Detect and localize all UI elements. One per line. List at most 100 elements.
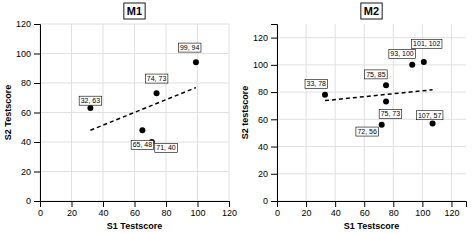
annotation: 72, 56 xyxy=(356,127,379,136)
annotation-box xyxy=(389,49,415,58)
tick-label: 0 xyxy=(263,196,268,206)
point xyxy=(87,105,93,111)
annotation: 74, 73 xyxy=(145,74,168,83)
tick-mark xyxy=(271,92,277,93)
tick-mark xyxy=(271,65,277,66)
axis-line xyxy=(34,25,41,202)
annotation: 32, 63 xyxy=(79,96,102,105)
grid-line xyxy=(306,24,307,201)
tick-mark xyxy=(34,83,40,84)
point xyxy=(421,59,427,65)
tick-label: 20 xyxy=(21,167,31,177)
tick-mark xyxy=(306,201,307,207)
tick-label: 80 xyxy=(389,208,399,218)
tick-label: 100 xyxy=(190,208,205,218)
tick-label: 0 xyxy=(26,196,31,206)
tick-mark xyxy=(198,201,199,207)
point xyxy=(139,127,145,133)
grid-line xyxy=(40,171,229,172)
title-box: M1 xyxy=(124,3,145,19)
tick-mark xyxy=(451,201,452,207)
annotation-text: 71, 40 xyxy=(156,144,176,151)
tick-label: 80 xyxy=(161,208,171,218)
tick-mark xyxy=(34,54,40,55)
tick: 60 xyxy=(360,201,370,218)
x-axis: 020406080100120 xyxy=(38,201,237,218)
annotation-text: 75, 73 xyxy=(381,110,401,117)
grid-line xyxy=(277,92,466,93)
tick-mark xyxy=(271,174,277,175)
annotation-box xyxy=(379,109,402,118)
y-axis: 020406080100120 xyxy=(253,25,278,207)
tick: 120 xyxy=(444,201,459,218)
annotation: 71, 40 xyxy=(155,143,178,152)
annotation-box xyxy=(178,43,201,52)
point xyxy=(383,82,389,88)
annotation-text: 93, 100 xyxy=(390,50,413,57)
chart: 020406080100120020406080100120S1 Testsco… xyxy=(0,0,474,233)
tick-mark xyxy=(271,38,277,39)
y-axis-title: S2 testscore xyxy=(240,86,250,140)
tick: 0 xyxy=(275,201,280,218)
y-axis-title: S2 Testscore xyxy=(3,85,13,140)
annotation-text: 99, 94 xyxy=(180,44,200,51)
grid-line xyxy=(40,24,229,25)
tick-mark xyxy=(34,172,40,173)
tick: 100 xyxy=(415,201,430,218)
tick-label: 40 xyxy=(331,208,341,218)
axis-line xyxy=(41,202,230,208)
tick: 0 xyxy=(263,196,277,206)
annotation-box xyxy=(416,111,442,120)
tick-mark xyxy=(364,201,365,207)
point xyxy=(193,59,199,65)
tick: 80 xyxy=(389,201,399,218)
tick: 40 xyxy=(98,201,108,218)
tick: 100 xyxy=(253,60,277,70)
panel: 020406080100120020406080100120S1 Testsco… xyxy=(3,3,237,231)
annotation-box xyxy=(305,79,328,88)
tick-mark xyxy=(422,201,423,207)
trend-line xyxy=(90,88,196,131)
tick-label: 60 xyxy=(258,115,268,125)
point xyxy=(409,62,415,68)
tick: 40 xyxy=(258,142,277,152)
tick: 20 xyxy=(67,201,77,218)
tick: 80 xyxy=(161,201,171,218)
grid-line xyxy=(277,146,466,147)
tick: 20 xyxy=(258,169,277,179)
grid xyxy=(277,24,466,201)
tick-mark xyxy=(135,201,136,207)
grid-line xyxy=(40,83,229,84)
tick-label: 100 xyxy=(415,208,430,218)
annotation-text: 75, 85 xyxy=(366,71,386,78)
tick-label: 80 xyxy=(21,78,31,88)
tick-mark xyxy=(34,201,40,202)
tick: 100 xyxy=(190,201,205,218)
annotation-box xyxy=(155,143,178,152)
annotation-text: 72, 56 xyxy=(357,128,377,135)
point xyxy=(322,92,328,98)
tick-mark xyxy=(34,113,40,114)
tick-mark xyxy=(34,142,40,143)
annotation: 93, 100 xyxy=(389,49,415,58)
tick-mark xyxy=(271,201,277,202)
tick-label: 60 xyxy=(21,108,31,118)
tick: 60 xyxy=(21,108,40,118)
grid-line xyxy=(335,24,336,201)
trend-line xyxy=(325,90,433,101)
tick: 80 xyxy=(21,78,40,88)
tick-mark xyxy=(335,201,336,207)
tick: 120 xyxy=(16,19,40,29)
tick-label: 60 xyxy=(360,208,370,218)
tick-label: 0 xyxy=(275,208,280,218)
tick-mark xyxy=(166,201,167,207)
tick: 20 xyxy=(302,201,312,218)
tick: 20 xyxy=(21,167,40,177)
annotation: 107, 57 xyxy=(416,111,442,120)
annotation-text: 107, 57 xyxy=(418,112,441,119)
tick-label: 40 xyxy=(21,137,31,147)
tick: 80 xyxy=(258,87,277,97)
panel: 020406080100120020406080100120S1 Testsco… xyxy=(240,3,467,231)
plot-area xyxy=(87,59,199,145)
tick-label: 120 xyxy=(222,208,237,218)
